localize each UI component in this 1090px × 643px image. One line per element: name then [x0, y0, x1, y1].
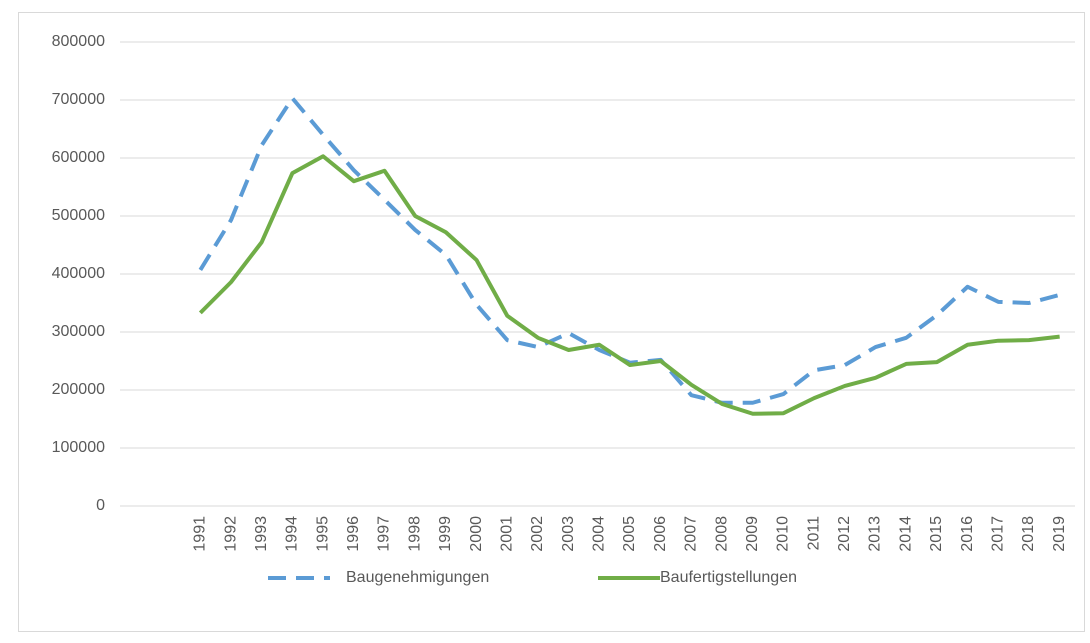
x-tick-label: 1998	[406, 516, 423, 552]
x-tick-label: 1993	[253, 516, 270, 552]
x-tick-label: 1994	[284, 516, 301, 552]
x-tick-label: 1999	[437, 516, 454, 552]
x-tick-label: 1997	[376, 516, 393, 552]
x-tick-label: 2005	[621, 516, 638, 552]
x-tick-label: 2017	[989, 516, 1006, 552]
y-tick-label: 100000	[52, 439, 105, 456]
y-tick-label: 500000	[52, 207, 105, 224]
series-line	[198, 154, 1060, 416]
x-tick-label: 1996	[345, 516, 362, 552]
y-tick-label: 700000	[52, 91, 105, 108]
x-tick-label: 2004	[591, 516, 608, 552]
x-tick-label: 2016	[959, 516, 976, 552]
x-tick-label: 2003	[560, 516, 577, 552]
x-tick-label: 2009	[744, 516, 761, 552]
x-tick-label: 2014	[897, 516, 914, 552]
x-tick-label: 2008	[713, 516, 730, 552]
legend-label: Baufertigstellungen	[660, 569, 797, 586]
x-tick-label: 2007	[683, 516, 700, 552]
x-tick-label: 2001	[498, 516, 515, 552]
y-tick-label: 300000	[52, 323, 105, 340]
legend-label: Baugenehmigungen	[346, 569, 489, 586]
x-tick-label: 2002	[529, 516, 546, 552]
y-tick-label: 200000	[52, 381, 105, 398]
chart-frame	[18, 12, 1085, 632]
y-tick-label: 0	[96, 497, 105, 514]
x-tick-label: 2010	[775, 516, 792, 552]
x-tick-label: 2006	[652, 516, 669, 552]
y-tick-label: 600000	[52, 149, 105, 166]
x-tick-label: 2015	[928, 516, 945, 552]
x-tick-label: 1991	[192, 516, 209, 552]
x-tick-label: 2018	[1020, 516, 1037, 552]
x-tick-label: 2012	[836, 516, 853, 552]
x-tick-label: 2011	[805, 516, 822, 551]
x-tick-label: 2019	[1051, 516, 1068, 552]
x-tick-label: 1992	[222, 516, 239, 552]
x-tick-label: 2013	[867, 516, 884, 552]
y-tick-label: 400000	[52, 265, 105, 282]
y-tick-label: 800000	[52, 33, 105, 50]
x-tick-label: 1995	[314, 516, 331, 552]
x-tick-label: 2000	[468, 516, 485, 552]
